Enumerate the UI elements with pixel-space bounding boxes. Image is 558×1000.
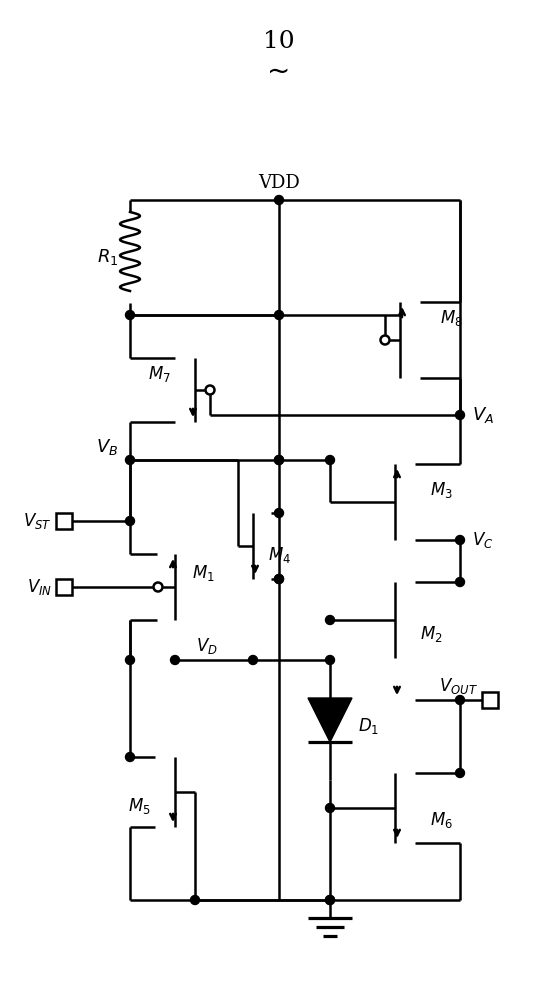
Text: $D_1$: $D_1$ bbox=[358, 716, 379, 736]
Circle shape bbox=[325, 896, 334, 904]
Circle shape bbox=[275, 508, 283, 518]
Circle shape bbox=[126, 752, 134, 762]
Circle shape bbox=[455, 410, 464, 420]
Text: $M_2$: $M_2$ bbox=[420, 624, 442, 644]
Bar bbox=[56, 513, 72, 529]
Text: VDD: VDD bbox=[258, 174, 300, 192]
Circle shape bbox=[171, 656, 180, 664]
Text: $V_{OUT}$: $V_{OUT}$ bbox=[439, 676, 478, 696]
Circle shape bbox=[325, 656, 334, 664]
Circle shape bbox=[275, 574, 283, 584]
Circle shape bbox=[455, 578, 464, 586]
Text: $V_B$: $V_B$ bbox=[96, 437, 118, 457]
Text: $M_5$: $M_5$ bbox=[128, 796, 151, 816]
Text: $M_3$: $M_3$ bbox=[430, 480, 453, 500]
Text: $V_A$: $V_A$ bbox=[472, 405, 494, 425]
Circle shape bbox=[275, 456, 283, 464]
Circle shape bbox=[325, 896, 334, 904]
Text: $M_8$: $M_8$ bbox=[440, 308, 463, 328]
Text: $M_1$: $M_1$ bbox=[192, 563, 215, 583]
Circle shape bbox=[455, 768, 464, 778]
Circle shape bbox=[275, 196, 283, 205]
Circle shape bbox=[126, 656, 134, 664]
Circle shape bbox=[248, 656, 257, 664]
Text: $R_1$: $R_1$ bbox=[97, 247, 119, 267]
Text: $V_{ST}$: $V_{ST}$ bbox=[23, 511, 52, 531]
Circle shape bbox=[126, 310, 134, 320]
Circle shape bbox=[275, 310, 283, 320]
Circle shape bbox=[325, 804, 334, 812]
Text: $V_{IN}$: $V_{IN}$ bbox=[27, 577, 52, 597]
Circle shape bbox=[205, 385, 214, 394]
Circle shape bbox=[455, 696, 464, 704]
Text: $M_4$: $M_4$ bbox=[268, 545, 291, 565]
Text: $V_C$: $V_C$ bbox=[472, 530, 493, 550]
Polygon shape bbox=[308, 698, 352, 742]
Circle shape bbox=[325, 615, 334, 624]
Circle shape bbox=[381, 336, 389, 344]
Bar bbox=[56, 579, 72, 595]
Circle shape bbox=[455, 536, 464, 544]
Circle shape bbox=[275, 574, 283, 584]
Text: $M_7$: $M_7$ bbox=[148, 364, 171, 384]
Circle shape bbox=[126, 516, 134, 526]
Circle shape bbox=[275, 456, 283, 464]
Bar bbox=[482, 692, 498, 708]
Circle shape bbox=[325, 456, 334, 464]
Text: 10: 10 bbox=[263, 30, 295, 53]
Text: $V_D$: $V_D$ bbox=[196, 636, 218, 656]
Text: $M_6$: $M_6$ bbox=[430, 810, 453, 830]
Circle shape bbox=[153, 582, 162, 591]
Text: ~: ~ bbox=[267, 58, 291, 86]
Circle shape bbox=[126, 456, 134, 464]
Circle shape bbox=[190, 896, 200, 904]
